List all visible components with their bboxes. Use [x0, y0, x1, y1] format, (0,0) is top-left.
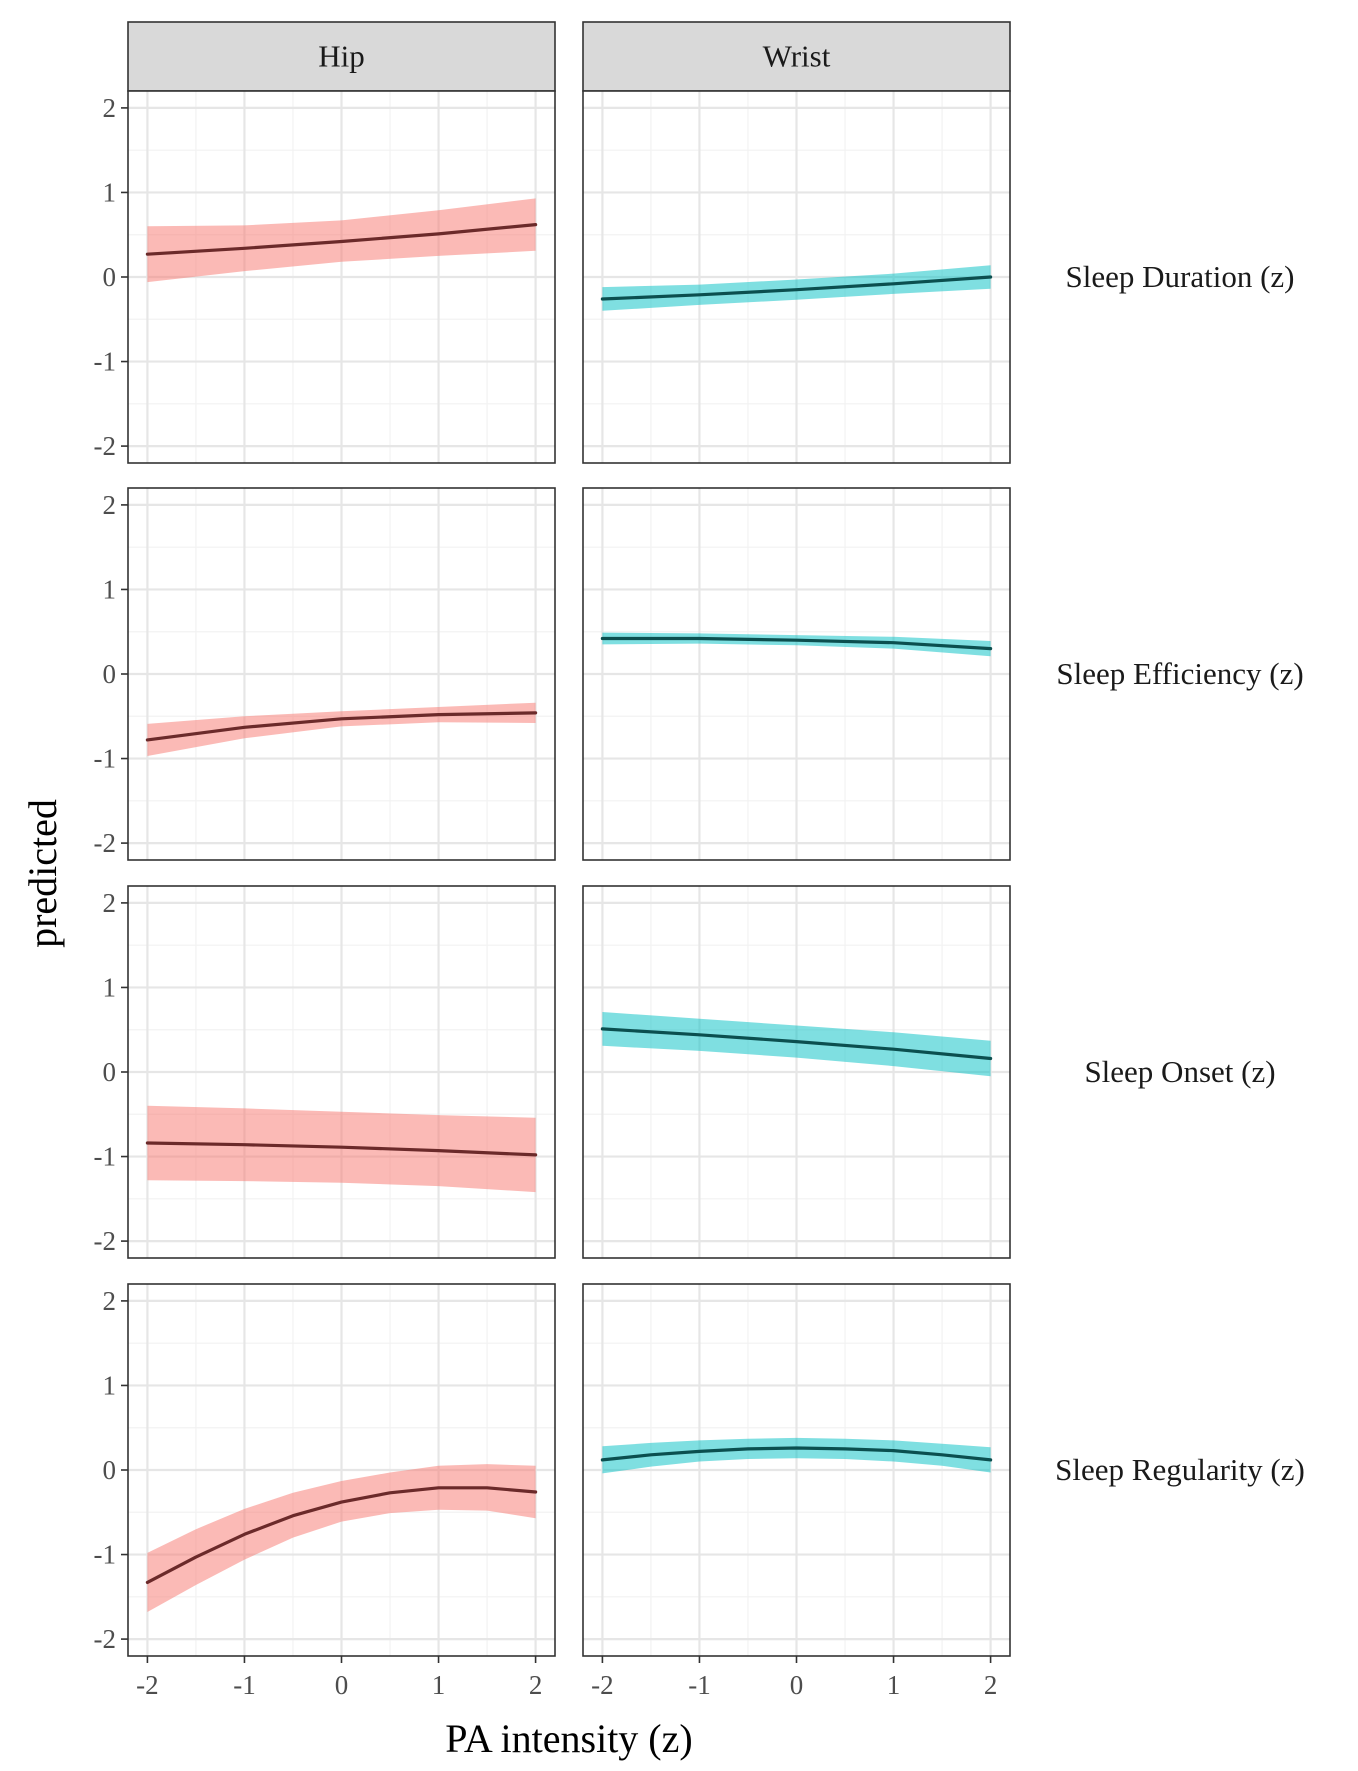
confidence-band [602, 265, 991, 311]
y-tick-label: -1 [94, 1540, 117, 1570]
facet-strip-label: Wrist [763, 39, 831, 74]
x-tick-label: 2 [529, 1670, 543, 1700]
y-tick-label: -1 [94, 347, 117, 377]
fitted-line [145, 1486, 538, 1585]
y-tick-label: 0 [103, 659, 117, 689]
panel-wrist-1 [582, 90, 1011, 464]
y-tick-label: -2 [94, 431, 117, 461]
confidence-band [602, 1437, 991, 1474]
fitted-line [600, 275, 993, 301]
facet-strip-hip [127, 21, 556, 92]
facet-row-label: Sleep Efficiency (z) [1056, 656, 1303, 691]
y-axis-title: predicted [20, 799, 65, 948]
y-tick-label: -1 [94, 1142, 117, 1172]
panels-layer: Hip Wrist -2 -1 0 1 2 Sleep Duration (z) -2 -1 0 1 2… [94, 21, 1305, 1700]
panel-wrist-3 [582, 885, 1011, 1259]
panel-border [582, 90, 1011, 464]
panel-hip-3: -2 -1 0 1 2 [94, 885, 556, 1259]
y-tick-label: -2 [94, 828, 117, 858]
facet-row-label: Sleep Duration (z) [1066, 259, 1295, 294]
panel-border [582, 885, 1011, 1259]
y-tick-label: -1 [94, 744, 117, 774]
y-tick-label: 2 [103, 93, 117, 123]
x-tick-label: 2 [984, 1670, 998, 1700]
fitted-line [145, 1141, 538, 1157]
confidence-band [602, 1012, 991, 1077]
x-tick-label: -1 [688, 1670, 711, 1700]
fitted-line [600, 1446, 993, 1462]
y-tick-label: 0 [103, 1057, 117, 1087]
panel-border [582, 487, 1011, 861]
y-tick-label: 1 [103, 1370, 117, 1400]
facet-row-label: Sleep Onset (z) [1084, 1054, 1275, 1089]
facet-row-label: Sleep Regularity (z) [1055, 1452, 1305, 1487]
panel-wrist-4: -2 -1 0 1 2 [582, 1283, 1011, 1700]
confidence-band [147, 1464, 536, 1612]
facet-strip-label: Hip [318, 39, 365, 74]
facet-strip-wrist [582, 21, 1011, 92]
x-tick-label: 1 [887, 1670, 901, 1700]
x-tick-label: 1 [432, 1670, 446, 1700]
panel-hip-1: -2 -1 0 1 2 [94, 90, 556, 464]
x-tick-label: -2 [591, 1670, 614, 1700]
fitted-line [145, 223, 538, 256]
x-tick-label: 0 [335, 1670, 349, 1700]
y-tick-label: 2 [103, 888, 117, 918]
fitted-line [145, 711, 538, 742]
y-tick-label: 1 [103, 972, 117, 1002]
y-tick-label: 1 [103, 177, 117, 207]
y-tick-label: -2 [94, 1226, 117, 1256]
confidence-band [147, 1105, 536, 1193]
y-tick-label: -2 [94, 1624, 117, 1654]
y-tick-label: 2 [103, 490, 117, 520]
y-tick-label: 2 [103, 1286, 117, 1316]
x-tick-label: -1 [233, 1670, 256, 1700]
panel-hip-4: -2 -1 0 1 2 -2 -1 0 1 2 [94, 1283, 556, 1700]
y-tick-label: 0 [103, 262, 117, 292]
panel-hip-2: -2 -1 0 1 2 [94, 487, 556, 861]
x-tick-label: 0 [790, 1670, 804, 1700]
y-tick-label: 1 [103, 574, 117, 604]
fitted-line [600, 636, 993, 651]
y-tick-label: 0 [103, 1455, 117, 1485]
panel-wrist-2 [582, 487, 1011, 861]
x-axis-title: PA intensity (z) [445, 1716, 692, 1761]
fitted-line [600, 1027, 993, 1061]
x-tick-label: -2 [136, 1670, 159, 1700]
